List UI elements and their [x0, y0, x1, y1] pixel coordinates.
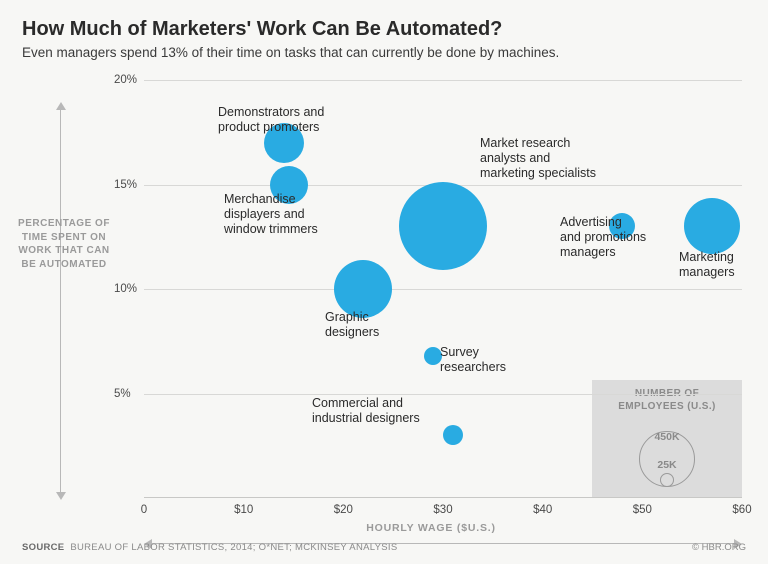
- plot-area: HOURLY WAGE ($U.S.) NUMBER OFEMPLOYEES (…: [120, 80, 742, 498]
- legend-box: NUMBER OFEMPLOYEES (U.S.) 450K 25K: [592, 380, 742, 497]
- source-label: SOURCE: [22, 542, 64, 553]
- y-tick-label: 15%: [114, 179, 137, 191]
- x-tick-label: $20: [334, 504, 353, 516]
- x-tick-label: $10: [234, 504, 253, 516]
- bubble-point: [443, 425, 463, 445]
- legend-value-large: 450K: [654, 431, 679, 443]
- bubble-label: Graphicdesigners: [325, 310, 415, 340]
- chart-container: How Much of Marketers' Work Can Be Autom…: [0, 0, 768, 82]
- bubble-label: Advertisingand promotionsmanagers: [560, 215, 690, 260]
- hbr-logo: © HBR.ORG: [692, 542, 746, 553]
- x-tick-label: $30: [433, 504, 452, 516]
- y-arrow-down-icon: [56, 492, 66, 500]
- bubble-label: Surveyresearchers: [440, 345, 540, 375]
- bubble-point: [399, 182, 487, 270]
- y-tick-label: 5%: [114, 388, 131, 400]
- y-axis-label: PERCENTAGE OF TIME SPENT ON WORK THAT CA…: [18, 217, 110, 271]
- bubble-label: Marketingmanagers: [679, 250, 768, 280]
- gridline: [144, 80, 742, 81]
- bubble-label: Demonstrators andproduct promoters: [218, 105, 358, 135]
- legend-circle-small: [660, 473, 674, 487]
- gridline: [144, 394, 742, 395]
- x-tick-label: $50: [633, 504, 652, 516]
- x-axis-line: [144, 497, 742, 498]
- x-tick-label: $40: [533, 504, 552, 516]
- chart-title: How Much of Marketers' Work Can Be Autom…: [22, 18, 746, 41]
- source-text: BUREAU OF LABOR STATISTICS, 2014; O*NET;…: [70, 542, 397, 553]
- legend-title: NUMBER OFEMPLOYEES (U.S.): [592, 388, 742, 413]
- bubble-label: Market researchanalysts andmarketing spe…: [480, 136, 640, 181]
- x-tick-label: $60: [732, 504, 751, 516]
- bubble-label: Commercial andindustrial designers: [312, 396, 462, 426]
- y-tick-label: 10%: [114, 283, 137, 295]
- x-tick-label: 0: [141, 504, 147, 516]
- y-arrow-line: [60, 108, 61, 494]
- x-axis-label: HOURLY WAGE ($U.S.): [366, 522, 496, 534]
- y-tick-label: 20%: [114, 74, 137, 86]
- bubble-label: Merchandisedisplayers andwindow trimmers: [224, 192, 354, 237]
- legend-value-small: 25K: [657, 459, 676, 471]
- bubble-point: [684, 198, 740, 254]
- gridline: [144, 289, 742, 290]
- source-footer: SOURCE BUREAU OF LABOR STATISTICS, 2014;…: [22, 542, 397, 553]
- chart-subtitle: Even managers spend 13% of their time on…: [22, 45, 746, 60]
